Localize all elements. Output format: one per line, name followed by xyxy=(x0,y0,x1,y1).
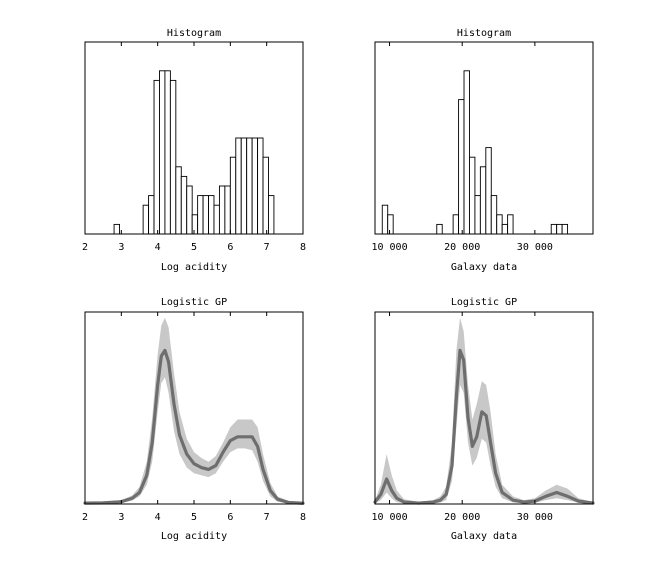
x-tick-label: 30 000 xyxy=(517,512,553,523)
panel-histogram-log-acidity: Histogram 2 3 4 5 6 7 8 Log acidity xyxy=(82,28,306,273)
histogram-bar xyxy=(251,137,259,235)
histogram-bar xyxy=(474,195,481,235)
histogram-bar xyxy=(262,156,269,235)
x-tick-label: 10 000 xyxy=(371,512,407,523)
histogram-bar xyxy=(197,195,204,235)
x-axis-label: Log acidity xyxy=(161,531,227,542)
histogram-bar xyxy=(458,99,465,235)
histogram-bar xyxy=(202,195,209,235)
x-tick-label: 30 000 xyxy=(517,242,553,253)
x-tick-label: 3 xyxy=(118,242,124,253)
x-tick-label: 3 xyxy=(118,512,124,523)
histogram-bar xyxy=(485,147,492,235)
axes-frame xyxy=(374,311,594,505)
x-tick-label: 7 xyxy=(264,242,270,253)
histogram-bar xyxy=(218,185,226,235)
x-axis-label: Log acidity xyxy=(161,262,227,273)
chart-title: Histogram xyxy=(167,28,221,39)
bars-group xyxy=(381,70,569,235)
histogram-bar xyxy=(501,223,509,235)
mean-line xyxy=(83,348,305,505)
x-tick-label: 10 000 xyxy=(371,242,407,253)
histogram-bar xyxy=(229,156,237,235)
x-ticks: 10 000 20 000 30 000 xyxy=(371,312,553,523)
x-tick-label: 8 xyxy=(300,242,306,253)
panel-gp-log-acidity: Logistic GP 2 3 4 5 6 7 8 Log acidity xyxy=(82,297,306,542)
x-ticks: 2 3 4 5 6 7 8 xyxy=(82,42,306,253)
chart-title: Histogram xyxy=(457,28,511,39)
x-axis-label: Galaxy data xyxy=(451,262,517,273)
histogram-bar xyxy=(153,79,160,235)
histogram-bar xyxy=(550,223,558,235)
x-tick-label: 5 xyxy=(191,512,197,523)
confidence-band xyxy=(85,317,303,504)
histogram-bar xyxy=(452,214,460,235)
bars-group xyxy=(113,70,275,235)
histogram-bar xyxy=(175,166,182,235)
histogram-bar xyxy=(436,223,443,235)
x-tick-label: 4 xyxy=(155,242,161,253)
x-tick-label: 20 000 xyxy=(444,512,480,523)
histogram-bar xyxy=(257,137,264,235)
histogram-bar xyxy=(180,175,188,235)
x-tick-label: 2 xyxy=(82,512,88,523)
histogram-bar xyxy=(224,185,231,235)
x-tick-label: 8 xyxy=(300,512,306,523)
histogram-bar xyxy=(191,214,199,235)
histogram-bar xyxy=(142,204,150,235)
x-tick-label: 20 000 xyxy=(444,242,480,253)
axes-frame xyxy=(84,311,304,505)
histogram-bar xyxy=(113,223,120,235)
x-tick-label: 4 xyxy=(155,512,161,523)
histogram-bar xyxy=(186,185,193,235)
x-ticks: 2 3 4 5 6 7 8 xyxy=(82,312,306,523)
x-tick-label: 7 xyxy=(264,512,270,523)
histogram-bar xyxy=(240,137,248,235)
histogram-bar xyxy=(561,223,569,235)
histogram-bar xyxy=(208,195,215,235)
x-axis-label: Galaxy data xyxy=(451,531,517,542)
histogram-bar xyxy=(148,195,155,235)
histogram-bar xyxy=(387,214,394,235)
histogram-bar xyxy=(496,214,503,235)
histogram-bar xyxy=(268,195,275,235)
histogram-bar xyxy=(213,204,220,235)
chart-title: Logistic GP xyxy=(161,297,227,308)
panel-gp-galaxy: Logistic GP 10 000 20 000 30 000 Galaxy da… xyxy=(371,297,595,542)
histogram-bar xyxy=(159,70,166,235)
histogram-bar xyxy=(507,214,514,235)
x-tick-label: 2 xyxy=(82,242,88,253)
histogram-bar xyxy=(164,70,171,235)
histogram-bar xyxy=(490,195,498,235)
histogram-bar xyxy=(463,70,470,235)
histogram-bar xyxy=(169,79,177,235)
mean-line xyxy=(373,348,595,505)
histogram-bar xyxy=(479,166,487,235)
histogram-bar xyxy=(246,137,253,235)
histogram-bar xyxy=(235,137,242,235)
histogram-bar xyxy=(469,156,476,235)
x-tick-label: 6 xyxy=(227,512,233,523)
x-ticks: 10 000 20 000 30 000 xyxy=(371,42,553,253)
confidence-band xyxy=(375,317,593,504)
axes-frame xyxy=(374,41,594,235)
histogram-bar xyxy=(381,204,389,235)
x-tick-label: 5 xyxy=(191,242,197,253)
histogram-bar xyxy=(556,223,563,235)
chart-title: Logistic GP xyxy=(451,297,517,308)
panel-histogram-galaxy: Histogram 10 000 20 000 30 000 Galaxy data xyxy=(371,28,594,273)
x-tick-label: 6 xyxy=(227,242,233,253)
